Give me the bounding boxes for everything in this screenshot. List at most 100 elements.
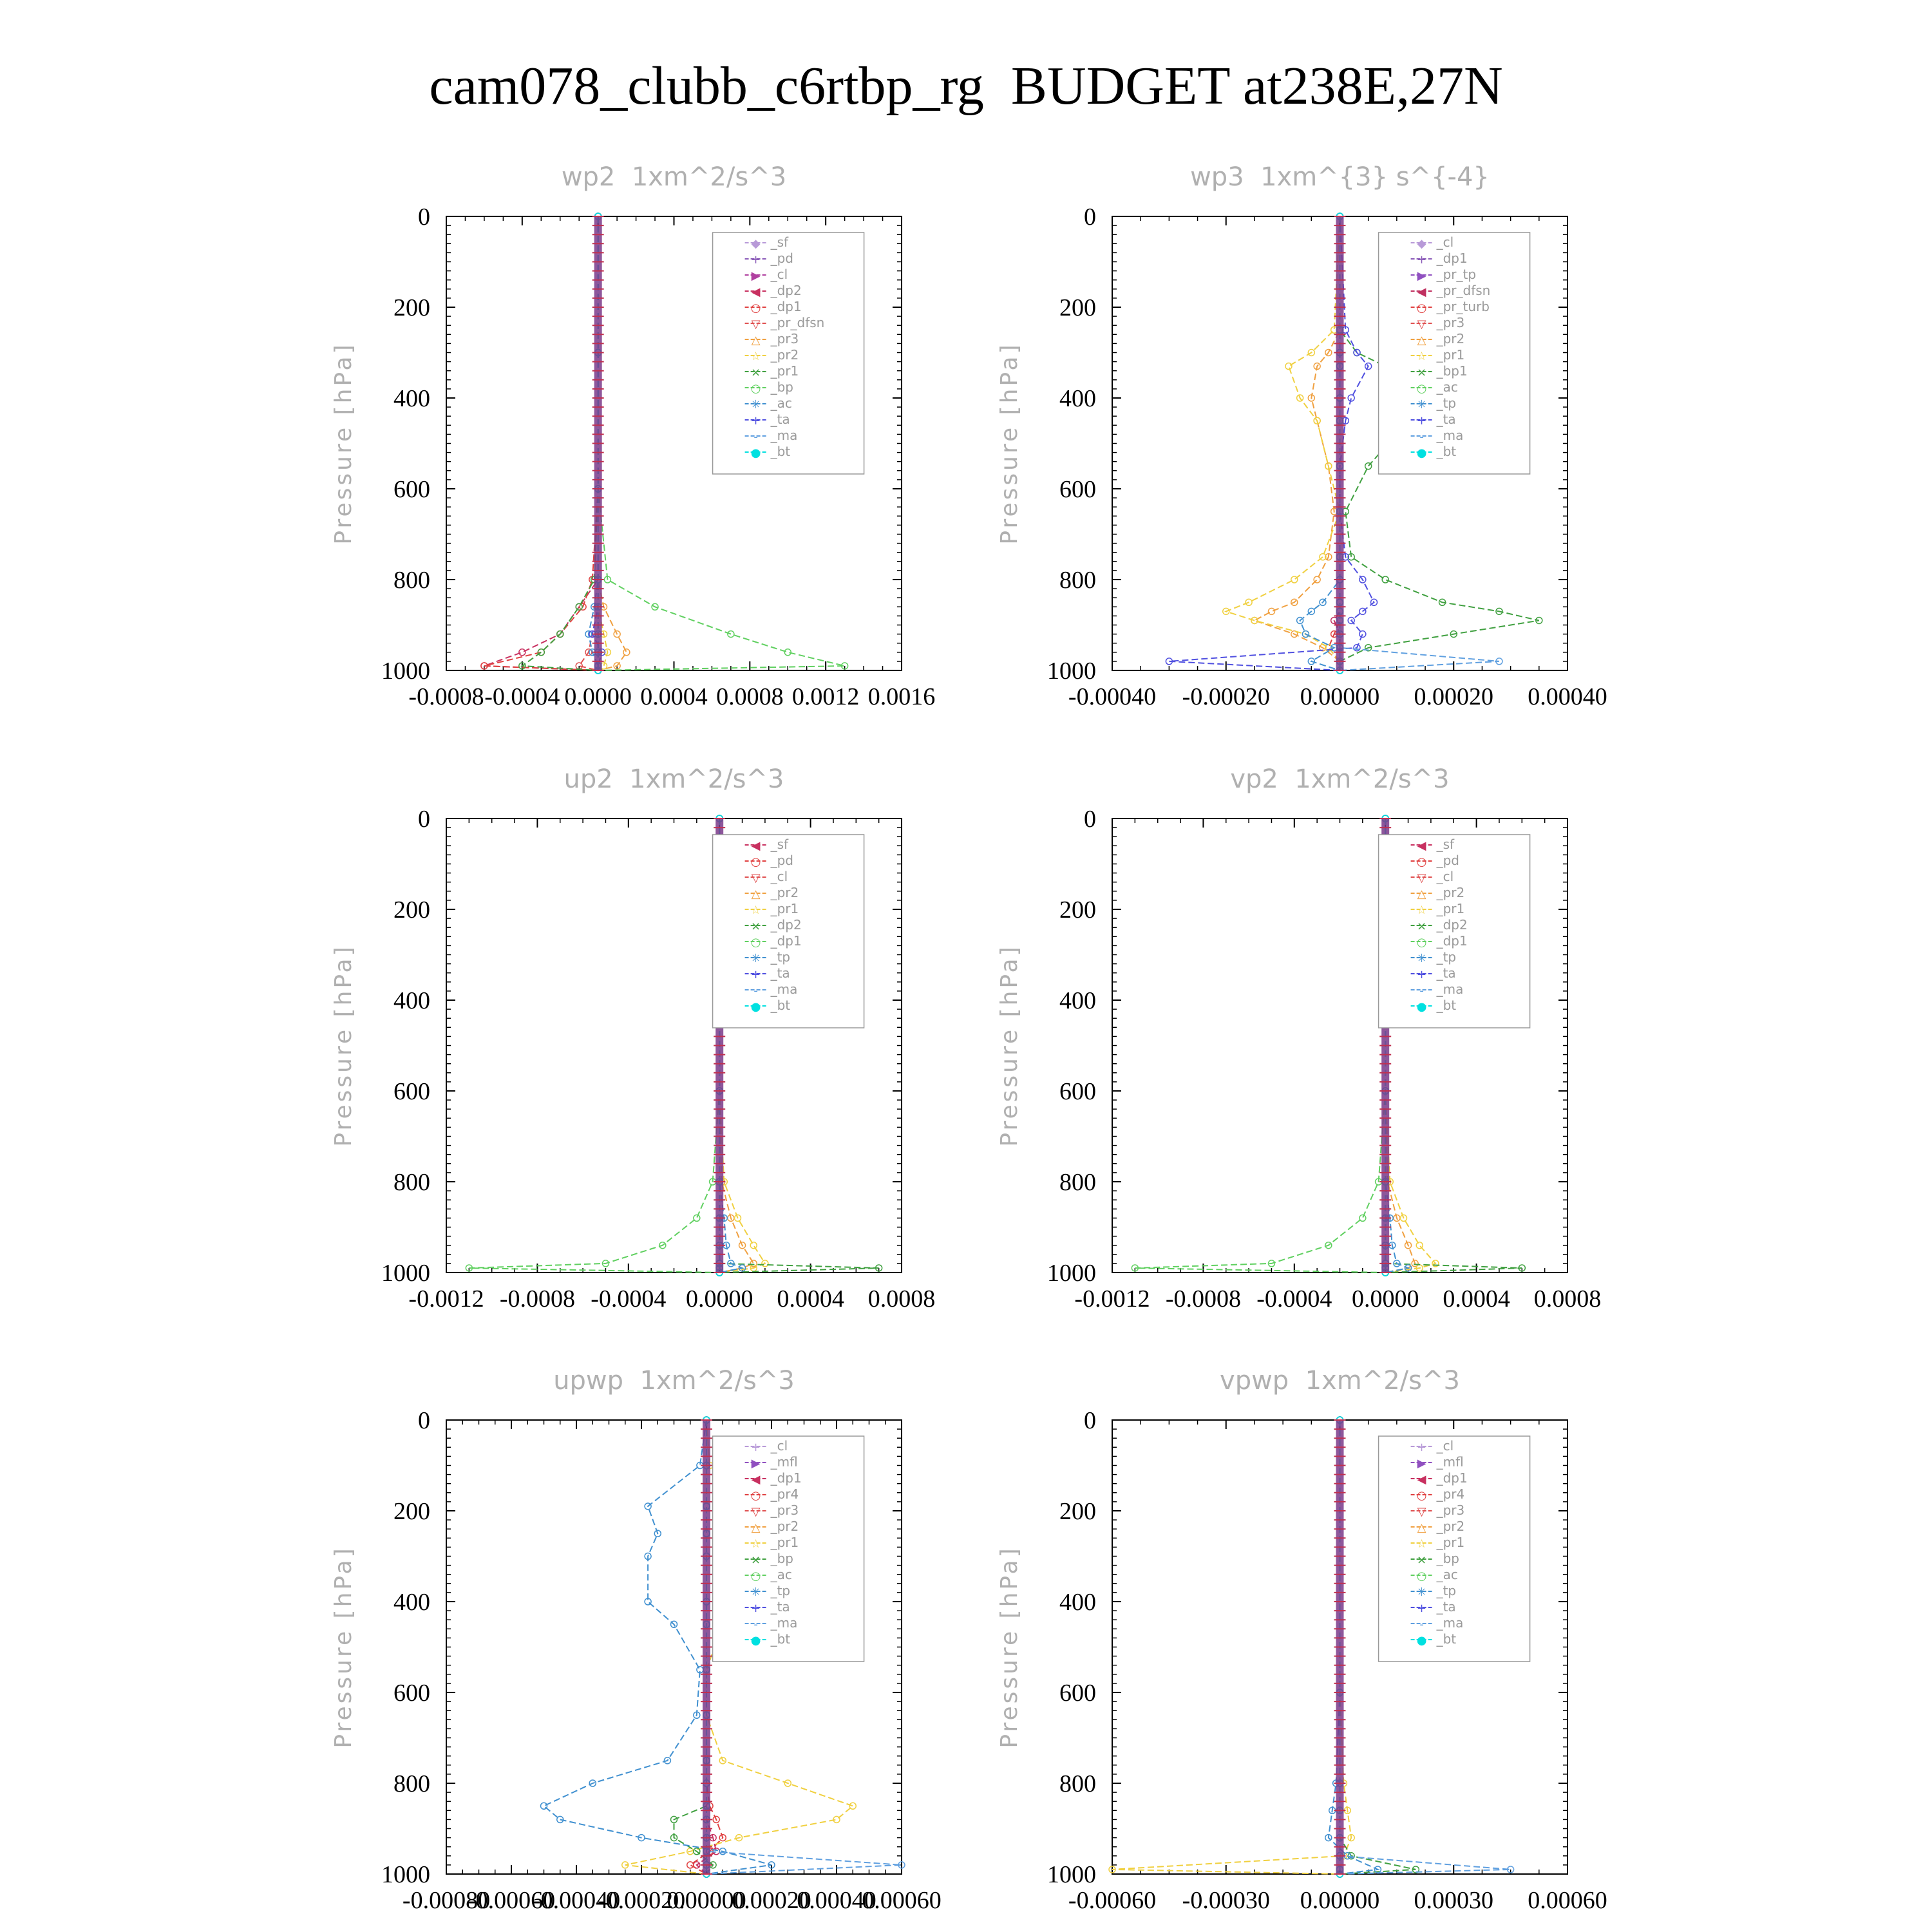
legend-marker: ▽ (1417, 317, 1426, 331)
legend-marker: + (751, 1602, 761, 1615)
legend-label: _dp1 (770, 1470, 802, 1486)
y-tick-label: 1000 (381, 1260, 430, 1287)
y-tick-label: 200 (1059, 1498, 1096, 1525)
data-point (1359, 630, 1367, 638)
data-point (518, 649, 526, 656)
legend-label: _pr1 (1436, 347, 1465, 363)
legend-label: _cl (1436, 1438, 1454, 1454)
data-point (556, 630, 564, 638)
legend-box (1378, 1435, 1531, 1662)
legend-label: _pd (1436, 853, 1459, 868)
y-axis-label: Pressure [hPa] (330, 342, 357, 544)
legend-label: _bt (1436, 1631, 1457, 1647)
legend-label: _pr4 (1436, 1486, 1465, 1502)
legend-label: _cl (1436, 234, 1454, 250)
y-axis-label: Pressure [hPa] (996, 1546, 1023, 1748)
series-pr1 (1108, 1416, 1355, 1878)
y-tick-label: 1000 (1047, 1861, 1096, 1888)
legend-marker: ▽ (1417, 871, 1426, 885)
x-tick-label: 0.00030 (1414, 1887, 1494, 1914)
legend-marker: ☆ (1417, 350, 1427, 363)
y-tick-label: 1000 (381, 1861, 430, 1888)
x-tick-label: -0.00020 (1182, 683, 1270, 710)
data-point (556, 1815, 564, 1824)
data-point (1251, 616, 1258, 625)
series-tp (1325, 1416, 1382, 1878)
series-line (1339, 1420, 1416, 1875)
data-point (898, 1861, 905, 1869)
legend-marker: △ (1417, 334, 1426, 347)
series-line (719, 819, 744, 1273)
legend-marker: ○ (751, 301, 761, 315)
legend-marker: ● (1417, 446, 1427, 460)
data-point (621, 1861, 629, 1869)
data-point (663, 1757, 672, 1765)
legend-marker: ○ (751, 1489, 761, 1502)
legend-label: _pd (770, 853, 793, 868)
x-tick-label: 0.00020 (732, 1887, 811, 1914)
data-point (1381, 576, 1389, 583)
x-tick-label: 0.00020 (1414, 683, 1494, 710)
data-point (750, 1241, 757, 1249)
data-point (738, 1264, 746, 1272)
data-point (1267, 1260, 1276, 1267)
data-point (1307, 658, 1316, 665)
legend-label: _bp (770, 1551, 793, 1566)
data-point (1325, 462, 1332, 470)
legend-marker: ▽ (752, 871, 761, 885)
series-line (1385, 819, 1411, 1273)
data-point (1411, 1260, 1419, 1267)
data-point (761, 1260, 769, 1267)
data-point (1353, 644, 1361, 652)
chart-panel-3: up2 1xm^2/s^3 Pressure [hPa] 0 200 400 600 800… (330, 764, 935, 1312)
x-tick-label: 0.0004 (1443, 1285, 1510, 1312)
legend-label: _tp (1436, 949, 1457, 965)
data-point (1291, 630, 1298, 638)
y-tick-label: 600 (1059, 1078, 1096, 1105)
data-point (1313, 576, 1321, 583)
data-point (1267, 607, 1276, 616)
y-tick-label: 400 (1059, 987, 1096, 1014)
legend-marker: - (1419, 430, 1424, 444)
legend-label: _sf (770, 837, 789, 852)
data-point (1296, 616, 1304, 625)
legend-label: _ac (1436, 379, 1458, 395)
x-tick-label: 0.00060 (1528, 1887, 1607, 1914)
data-point (1325, 1833, 1332, 1842)
legend-label: _pr1 (1436, 901, 1465, 916)
y-tick-label: 400 (393, 987, 430, 1014)
legend-marker: ✳ (1417, 952, 1426, 965)
legend-marker: ▶ (752, 1457, 761, 1470)
legend-label: _bp1 (1436, 363, 1468, 379)
legend-label: _bt (770, 998, 791, 1013)
x-tick-label: 0.0000 (1352, 1285, 1419, 1312)
data-point (1404, 1241, 1412, 1249)
series-line (719, 819, 755, 1273)
data-point (1108, 1866, 1116, 1873)
legend-label: _pr_tp (1436, 267, 1476, 282)
y-tick-label: 800 (393, 1169, 430, 1196)
legend-box (712, 834, 865, 1028)
chart-panel-1: wp2 1xm^2/s^3 Pressure [hPa] 0 200 400 600 800… (330, 162, 935, 710)
data-point (768, 1861, 775, 1869)
legend-box (1378, 232, 1531, 475)
data-point (1347, 394, 1355, 402)
legend-label: _cl (770, 267, 788, 282)
y-tick-label: 200 (393, 896, 430, 923)
data-point (1319, 553, 1327, 561)
chart-panel-2: wp3 1xm^{3} s^{-4} Pressure [hPa] 0 200 400 6… (996, 162, 1607, 710)
x-tick-label: 0.00000 (667, 1887, 746, 1914)
legend-marker: × (1417, 920, 1426, 933)
data-point (589, 1779, 596, 1787)
legend-marker: - (1419, 984, 1424, 998)
legend-label: _dp2 (770, 283, 802, 298)
data-point (1364, 644, 1372, 652)
y-tick-label: 600 (1059, 476, 1096, 503)
data-point (1364, 362, 1372, 370)
series-line (1253, 216, 1341, 670)
y-tick-label: 600 (393, 476, 430, 503)
legend-marker: ● (1417, 1000, 1427, 1014)
data-point (1285, 362, 1293, 370)
legend-marker: ✳ (751, 1586, 761, 1599)
data-point (1313, 417, 1321, 424)
